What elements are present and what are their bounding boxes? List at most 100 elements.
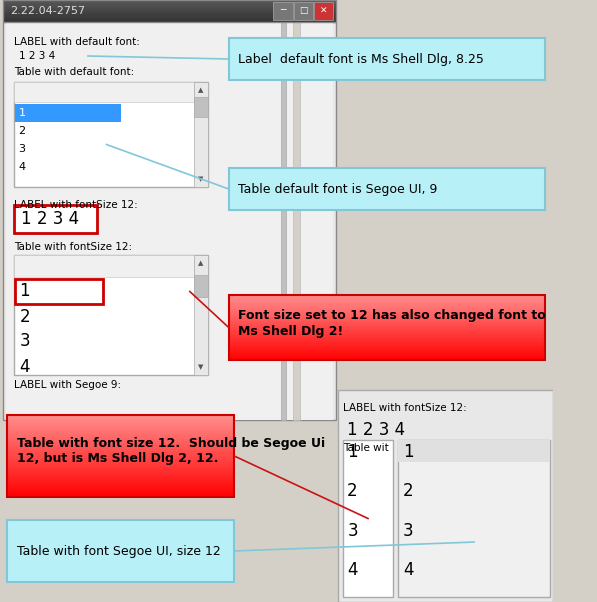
Bar	[273, 2, 293, 20]
Bar	[229, 337, 545, 339]
Bar	[229, 312, 545, 314]
Bar	[7, 472, 234, 474]
Text: 4: 4	[347, 560, 358, 579]
Bar	[229, 303, 545, 305]
Bar	[7, 494, 234, 497]
Bar	[7, 437, 234, 439]
Text: 3: 3	[347, 521, 358, 539]
Bar	[229, 317, 545, 320]
Bar	[229, 322, 545, 324]
Bar	[3, 0, 336, 22]
Bar	[7, 435, 234, 438]
Bar	[7, 459, 234, 462]
Bar	[15, 104, 121, 122]
Bar	[3, 14, 336, 16]
Bar	[229, 352, 545, 353]
Bar	[229, 343, 545, 346]
Bar	[7, 482, 234, 485]
Bar	[229, 341, 545, 344]
Text: 1: 1	[347, 443, 358, 461]
Bar	[229, 340, 545, 342]
Bar	[229, 299, 545, 302]
Text: LABEL with default font:: LABEL with default font:	[14, 37, 140, 47]
Text: Table with font size 12.  Should be Segoe Ui
12, but is Ms Shell Dlg 2, 12.: Table with font size 12. Should be Segoe…	[17, 437, 325, 465]
Bar	[193, 82, 208, 187]
Bar	[3, 6, 336, 8]
Text: 1: 1	[19, 108, 26, 118]
Bar	[229, 301, 545, 303]
Bar	[193, 255, 208, 375]
Bar	[294, 2, 313, 20]
Bar	[229, 325, 545, 327]
Bar	[7, 447, 234, 450]
Bar	[229, 168, 545, 210]
Bar	[229, 38, 545, 80]
Text: 2: 2	[347, 482, 358, 500]
Text: 2: 2	[20, 308, 30, 326]
Bar	[229, 320, 545, 323]
Bar	[7, 449, 234, 452]
Bar	[7, 423, 234, 425]
Bar	[7, 470, 234, 473]
Bar	[7, 468, 234, 470]
Bar	[3, 22, 336, 420]
Bar	[229, 335, 545, 337]
Bar	[7, 478, 234, 480]
Bar	[3, 18, 336, 20]
Bar	[229, 298, 545, 300]
Bar	[3, 15, 336, 16]
Bar	[7, 452, 234, 454]
Text: ✕: ✕	[320, 7, 327, 16]
Bar	[229, 329, 545, 330]
Text: LABEL with Segoe 9:: LABEL with Segoe 9:	[14, 380, 121, 390]
Text: 1: 1	[403, 443, 413, 461]
Bar	[7, 476, 234, 479]
Bar	[229, 334, 545, 336]
Bar	[7, 474, 234, 477]
Bar	[7, 433, 234, 435]
Text: Table with font Segoe UI, size 12: Table with font Segoe UI, size 12	[17, 544, 220, 557]
Bar	[14, 82, 208, 187]
Bar	[229, 347, 545, 349]
Bar	[229, 338, 545, 341]
Text: 1: 1	[20, 282, 30, 300]
Text: LABEL with fontSize 12:: LABEL with fontSize 12:	[14, 200, 138, 210]
Text: 4: 4	[403, 560, 413, 579]
Bar	[229, 345, 545, 347]
Text: 2: 2	[403, 482, 413, 500]
Bar	[3, 7, 336, 9]
Bar	[7, 429, 234, 432]
Bar	[7, 456, 234, 458]
Bar	[229, 314, 545, 316]
Text: ▼: ▼	[198, 364, 204, 370]
Bar	[7, 488, 234, 491]
Bar	[229, 348, 545, 350]
Text: 1 2 3 4: 1 2 3 4	[21, 210, 79, 228]
Bar	[398, 440, 550, 462]
Text: Table with fontSize 12:: Table with fontSize 12:	[14, 242, 132, 252]
Text: ▲: ▲	[198, 87, 204, 93]
Bar	[7, 441, 234, 444]
Bar	[229, 330, 545, 332]
Bar	[3, 5, 336, 7]
Bar	[3, 4, 336, 5]
Bar	[14, 255, 208, 375]
Bar	[229, 315, 545, 318]
Text: ▼: ▼	[198, 176, 204, 182]
Text: ─: ─	[280, 7, 285, 16]
Bar	[7, 466, 234, 468]
Bar	[229, 295, 545, 360]
Bar	[229, 304, 545, 306]
Bar	[229, 355, 545, 357]
Bar	[7, 480, 234, 483]
Bar	[5, 22, 333, 420]
Text: Font size set to 12 has also changed font to
Ms Shell Dlg 2!: Font size set to 12 has also changed fon…	[238, 309, 546, 338]
Bar	[7, 421, 234, 423]
Bar	[229, 311, 545, 313]
Bar	[7, 492, 234, 495]
Text: 3: 3	[20, 332, 30, 350]
Text: Table wit: Table wit	[343, 443, 388, 453]
Bar	[229, 356, 545, 358]
Bar	[229, 332, 545, 334]
Bar	[7, 417, 234, 419]
